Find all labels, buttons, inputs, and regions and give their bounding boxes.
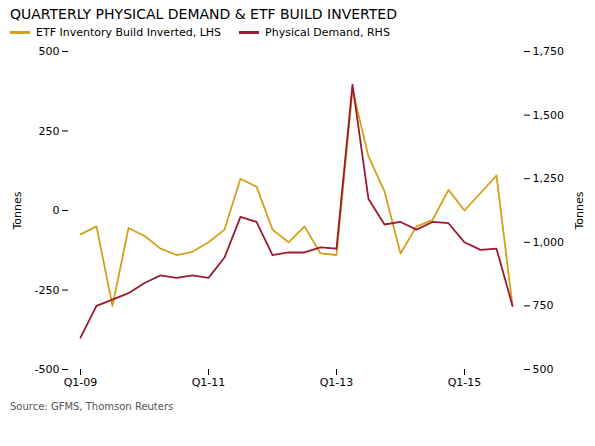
svg-text:1,250: 1,250 [533, 172, 565, 185]
svg-text:0: 0 [53, 204, 60, 217]
svg-text:500: 500 [39, 45, 60, 58]
svg-text:Q1-13: Q1-13 [320, 376, 354, 389]
svg-text:1,000: 1,000 [533, 236, 565, 249]
svg-text:Q1-09: Q1-09 [64, 376, 98, 389]
html-text:Source: GFMS, Thomson Reuters: Source: GFMS, Thomson Reuters [10, 401, 174, 412]
svg-text:Q1-11: Q1-11 [192, 376, 226, 389]
svg-text:Q1-15: Q1-15 [448, 376, 482, 389]
svg-text:750: 750 [533, 299, 554, 312]
html-text:ETF Inventory Build Inverted,: ETF Inventory Build Inverted, LHS [36, 26, 222, 39]
svg-text:-500: -500 [35, 363, 60, 376]
html-text:Physical Demand, RHS: Physical Demand, RHS [265, 26, 390, 39]
svg-text:-250: -250 [35, 284, 60, 297]
svg-text:500: 500 [533, 363, 554, 376]
svg-text:Tonnes: Tonnes [573, 191, 586, 230]
html-text:QUARTERLY PHYSICAL DEMAND & ET: QUARTERLY PHYSICAL DEMAND & ETF BUILD IN… [10, 6, 397, 22]
svg-text:1,750: 1,750 [533, 45, 565, 58]
svg-text:1,500: 1,500 [533, 109, 565, 122]
svg-text:Tonnes: Tonnes [11, 191, 24, 230]
svg-text:250: 250 [39, 125, 60, 138]
